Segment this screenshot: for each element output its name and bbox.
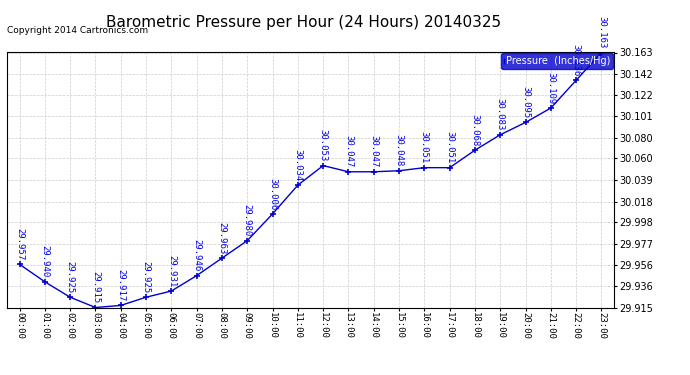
Text: 30.006: 30.006 <box>268 177 277 210</box>
Pressure  (Inches/Hg) <box>395 168 403 173</box>
Pressure  (Inches/Hg) <box>420 165 428 170</box>
Text: Copyright 2014 Cartronics.com: Copyright 2014 Cartronics.com <box>7 26 148 35</box>
Text: 29.963: 29.963 <box>217 222 226 254</box>
Text: 30.083: 30.083 <box>495 98 505 130</box>
Pressure  (Inches/Hg) <box>91 305 99 310</box>
Pressure  (Inches/Hg) <box>41 279 49 284</box>
Text: 30.053: 30.053 <box>319 129 328 162</box>
Legend: Pressure  (Inches/Hg): Pressure (Inches/Hg) <box>501 54 613 69</box>
Pressure  (Inches/Hg) <box>243 238 251 243</box>
Text: 30.095: 30.095 <box>521 86 530 118</box>
Pressure  (Inches/Hg) <box>294 183 302 188</box>
Pressure  (Inches/Hg) <box>117 303 125 308</box>
Pressure  (Inches/Hg) <box>572 78 580 82</box>
Pressure  (Inches/Hg) <box>66 295 75 300</box>
Line: Pressure  (Inches/Hg): Pressure (Inches/Hg) <box>16 49 605 311</box>
Pressure  (Inches/Hg) <box>268 211 277 216</box>
Text: 30.051: 30.051 <box>420 131 429 164</box>
Pressure  (Inches/Hg) <box>193 273 201 278</box>
Pressure  (Inches/Hg) <box>218 256 226 260</box>
Text: 29.917: 29.917 <box>116 269 126 301</box>
Pressure  (Inches/Hg) <box>598 50 606 55</box>
Pressure  (Inches/Hg) <box>142 295 150 300</box>
Text: 29.946: 29.946 <box>192 239 201 272</box>
Text: 30.163: 30.163 <box>597 16 606 48</box>
Pressure  (Inches/Hg) <box>167 289 175 293</box>
Text: 30.109: 30.109 <box>546 72 555 104</box>
Pressure  (Inches/Hg) <box>344 170 353 174</box>
Text: 29.925: 29.925 <box>66 261 75 293</box>
Text: 30.048: 30.048 <box>395 134 404 166</box>
Pressure  (Inches/Hg) <box>446 165 454 170</box>
Text: 30.034: 30.034 <box>293 149 302 181</box>
Pressure  (Inches/Hg) <box>370 170 378 174</box>
Text: 29.940: 29.940 <box>40 245 50 278</box>
Text: 29.925: 29.925 <box>141 261 150 293</box>
Text: 29.957: 29.957 <box>15 228 24 260</box>
Text: 30.136: 30.136 <box>571 44 581 76</box>
Text: 30.051: 30.051 <box>445 131 454 164</box>
Text: 29.980: 29.980 <box>243 204 252 237</box>
Pressure  (Inches/Hg) <box>15 262 23 267</box>
Text: 29.931: 29.931 <box>167 255 176 287</box>
Pressure  (Inches/Hg) <box>546 106 555 110</box>
Pressure  (Inches/Hg) <box>471 148 479 152</box>
Text: 30.068: 30.068 <box>471 114 480 146</box>
Pressure  (Inches/Hg) <box>496 132 504 137</box>
Pressure  (Inches/Hg) <box>522 120 530 124</box>
Pressure  (Inches/Hg) <box>319 164 327 168</box>
Text: 30.047: 30.047 <box>369 135 378 168</box>
Text: 29.915: 29.915 <box>91 271 100 303</box>
Text: Barometric Pressure per Hour (24 Hours) 20140325: Barometric Pressure per Hour (24 Hours) … <box>106 15 501 30</box>
Text: 30.047: 30.047 <box>344 135 353 168</box>
